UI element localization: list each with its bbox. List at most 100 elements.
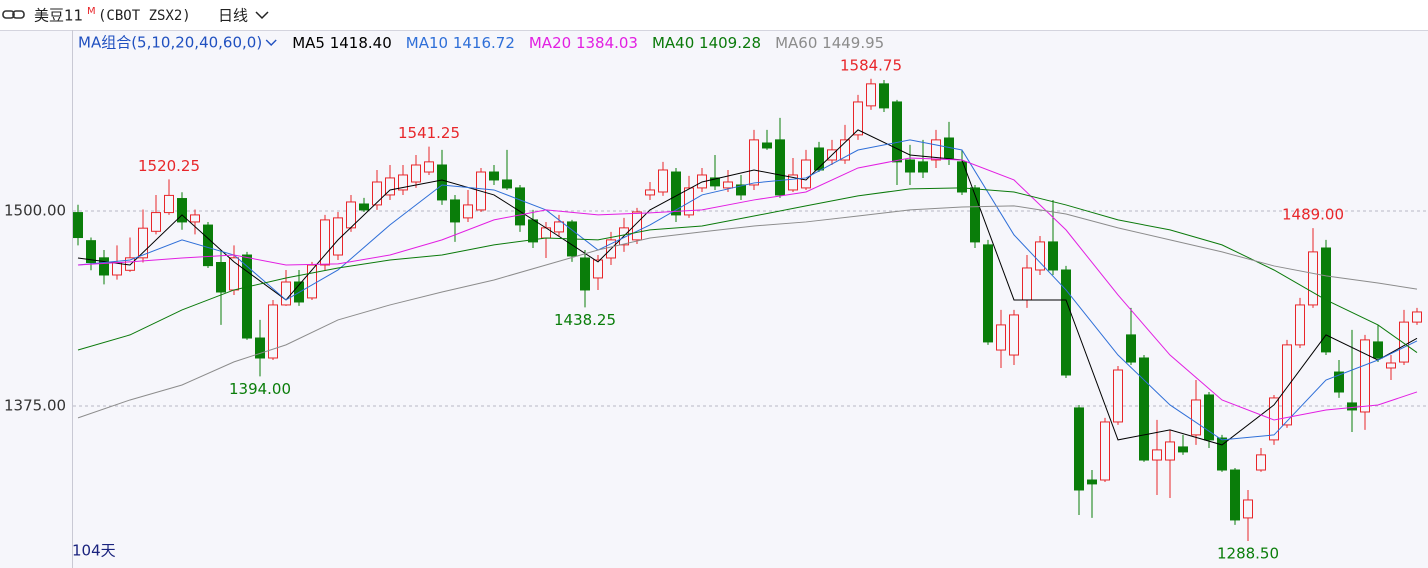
title-mark: M xyxy=(87,6,96,17)
candle-body xyxy=(853,101,863,136)
candle-body xyxy=(1308,251,1318,306)
ma-legend-entry: MA60 1449.95 xyxy=(775,34,884,52)
extreme-label: 1489.00 xyxy=(1282,206,1344,224)
candle-body xyxy=(710,177,720,187)
ma-legend-name: MA60 xyxy=(775,34,817,52)
candle-body xyxy=(1087,479,1097,485)
candle-body xyxy=(99,257,109,276)
ma-legend-value: 1418.40 xyxy=(330,34,392,52)
candle-body xyxy=(554,221,564,233)
candle-body xyxy=(970,187,980,243)
ma-legend-name: MA40 xyxy=(652,34,694,52)
candle-body xyxy=(255,337,265,359)
candle-body xyxy=(775,139,785,196)
candle-body xyxy=(1243,499,1253,519)
candle-body xyxy=(1139,357,1149,461)
candle-body xyxy=(1230,469,1240,521)
ma-group-chevron xyxy=(265,39,277,46)
candle-body xyxy=(1217,437,1227,471)
extreme-label: 1288.50 xyxy=(1217,545,1279,563)
candle-body xyxy=(489,171,499,181)
extreme-label: 1394.00 xyxy=(229,380,291,398)
ma-legend-entry: MA40 1409.28 xyxy=(652,34,761,52)
candle-body xyxy=(996,324,1006,351)
candle-body xyxy=(1386,362,1396,369)
candle-body xyxy=(1282,344,1292,426)
extreme-label: 1520.25 xyxy=(138,157,200,175)
candle-body xyxy=(1399,321,1409,363)
ma-legend-name: MA10 xyxy=(406,34,448,52)
candle-body xyxy=(684,187,694,216)
candle-body xyxy=(1295,304,1305,346)
candle-body xyxy=(398,174,408,191)
candle-body xyxy=(112,262,122,276)
ma-line xyxy=(77,139,1418,441)
candle-body xyxy=(229,257,239,291)
extreme-label: 1541.25 xyxy=(398,124,460,142)
candle-body xyxy=(1061,269,1071,376)
candle-body xyxy=(1035,241,1045,271)
candle-body xyxy=(372,181,382,206)
ma-legend-value: 1416.72 xyxy=(453,34,515,52)
candle-body xyxy=(73,212,83,239)
candle-body xyxy=(177,198,187,223)
candle-body xyxy=(762,142,772,149)
candle-body xyxy=(814,147,824,171)
ma-line xyxy=(77,205,1418,419)
candle-body xyxy=(1074,407,1084,491)
candle-body xyxy=(1113,369,1123,423)
candle-body xyxy=(502,179,512,189)
candle-body xyxy=(411,164,421,183)
ma-legend-entry: MA20 1384.03 xyxy=(529,34,638,52)
link-icon[interactable] xyxy=(2,10,25,19)
candle-body xyxy=(528,219,538,243)
ma-legend-entry: MA5 1418.40 xyxy=(292,34,392,52)
candle-body xyxy=(957,161,967,193)
candle-body xyxy=(1178,446,1188,453)
candle-body xyxy=(736,184,746,196)
period-chevron[interactable] xyxy=(255,11,269,20)
candle-body xyxy=(86,240,96,264)
candle-body xyxy=(866,83,876,107)
candle-body xyxy=(658,169,668,193)
header-bar xyxy=(0,0,1428,30)
candle-body xyxy=(840,139,850,161)
y-tick-label: 1375.00 xyxy=(4,397,66,415)
candle-body xyxy=(385,177,395,196)
candle-body xyxy=(580,257,590,291)
candle-body xyxy=(1009,314,1019,356)
symbol-title[interactable]: 美豆11 xyxy=(34,7,83,25)
candle-body xyxy=(320,219,330,266)
candle-body xyxy=(918,161,928,173)
candle-body xyxy=(268,304,278,359)
candle-body xyxy=(892,101,902,163)
candle-body xyxy=(333,217,343,256)
candle-body xyxy=(1048,241,1058,271)
candle-body xyxy=(164,194,174,214)
candle-body xyxy=(1126,334,1136,363)
candle-body xyxy=(1412,311,1422,323)
candle-body xyxy=(788,174,798,191)
ma-legend-name: MA20 xyxy=(529,34,571,52)
period-selector[interactable]: 日线 xyxy=(218,7,248,25)
candle-body xyxy=(1165,441,1175,461)
extreme-label: 1584.75 xyxy=(840,56,902,74)
ma-line xyxy=(77,129,1418,446)
candle-body xyxy=(190,214,200,223)
candle-body xyxy=(801,159,811,189)
candle-body xyxy=(1360,339,1370,413)
candle-body xyxy=(424,161,434,173)
days-label: 104天 xyxy=(72,542,116,560)
candle-body xyxy=(905,159,915,173)
candle-body xyxy=(437,164,447,201)
candle-body xyxy=(983,244,993,343)
candle-body xyxy=(307,264,317,299)
candle-body xyxy=(879,83,889,109)
candle-body xyxy=(1022,267,1032,301)
ma-group-selector[interactable]: MA组合(5,10,20,40,60,0) xyxy=(78,34,262,52)
candle-body xyxy=(1334,371,1344,393)
candle-body xyxy=(281,281,291,306)
y-tick-label: 1500.00 xyxy=(4,202,66,220)
candle-body xyxy=(450,199,460,223)
